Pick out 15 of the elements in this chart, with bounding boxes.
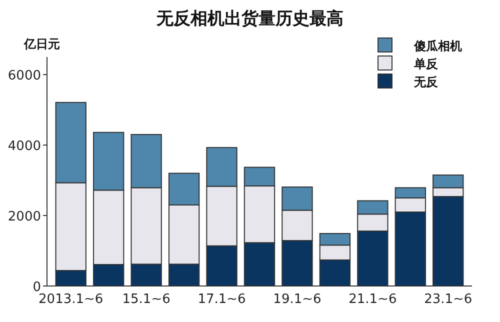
y-tick-label: 2000 bbox=[8, 210, 41, 225]
legend-label: 单反 bbox=[413, 57, 439, 71]
legend-label: 无反 bbox=[413, 75, 439, 89]
x-tick-label: 19.1~6 bbox=[273, 292, 322, 307]
x-tick-label: 2013.1~6 bbox=[38, 292, 104, 307]
chart-title: 无反相机出货量历史最高 bbox=[156, 9, 344, 29]
y-tick-label: 4000 bbox=[8, 139, 41, 154]
legend-label: 傻瓜相机 bbox=[413, 39, 462, 53]
x-tick-label: 17.1~6 bbox=[198, 292, 246, 307]
y-tick-label: 0 bbox=[32, 280, 41, 295]
x-tick-label: 23.1~6 bbox=[424, 292, 472, 307]
x-tick-label: 21.1~6 bbox=[348, 292, 397, 307]
x-tick-label: 15.1~6 bbox=[122, 292, 170, 307]
y-axis-title: 亿日元 bbox=[23, 37, 60, 51]
y-tick-label: 6000 bbox=[8, 68, 41, 84]
